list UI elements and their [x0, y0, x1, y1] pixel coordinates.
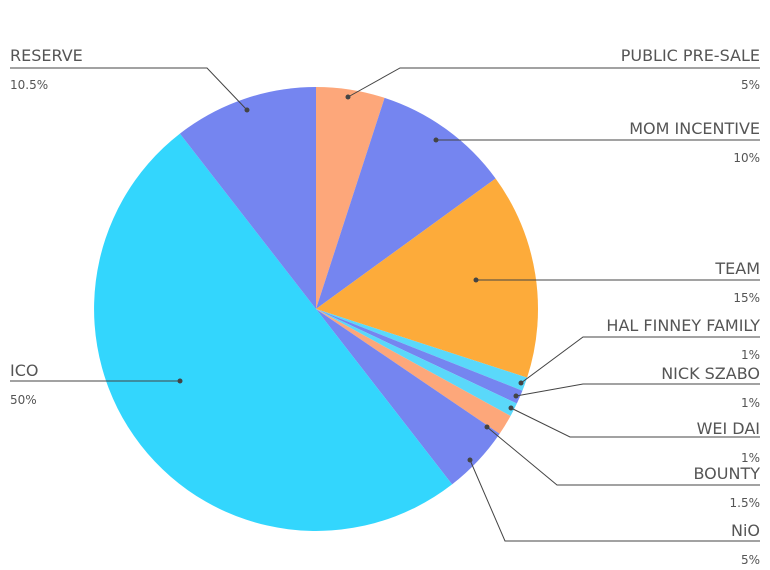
- leader-dot: [345, 94, 351, 100]
- leader-line: [347, 67, 760, 98]
- slice-value: 5%: [741, 553, 760, 567]
- slice-label: MOM INCENTIVE: [629, 119, 760, 138]
- leader-dot: [518, 380, 524, 386]
- slice-label: NICK SZABO: [661, 364, 760, 383]
- pie-slice: [316, 97, 496, 310]
- slice-value: 10%: [733, 151, 760, 165]
- pie-slice: [316, 309, 517, 416]
- pie-slice: [179, 87, 316, 309]
- slice-value: 50%: [10, 393, 37, 407]
- leader-dot: [513, 393, 519, 399]
- slice-label: HAL FINNEY FAMILY: [606, 316, 760, 335]
- slice-value: 1.5%: [730, 496, 761, 510]
- leader-line: [10, 67, 248, 111]
- leader-line: [510, 407, 760, 438]
- leader-dot: [433, 137, 439, 143]
- leader-dot: [244, 107, 250, 113]
- slice-value: 1%: [741, 348, 760, 362]
- leader-dot: [467, 457, 473, 463]
- pie-slice: [316, 309, 528, 391]
- leader-line: [486, 426, 760, 486]
- leader-dot: [473, 277, 479, 283]
- leader-dot: [508, 405, 514, 411]
- leader-line: [520, 336, 760, 384]
- slice-value: 1%: [741, 396, 760, 410]
- leader-dot: [484, 424, 490, 430]
- slice-value: 1%: [741, 451, 760, 465]
- pie-slice: [316, 178, 538, 378]
- slice-value: 5%: [741, 78, 760, 92]
- pie-slice: [94, 133, 453, 531]
- pie-slice: [316, 309, 511, 434]
- leader-dot: [177, 378, 183, 384]
- pie-slice: [316, 87, 385, 309]
- slice-label: BOUNTY: [693, 464, 760, 483]
- slice-value: 15%: [733, 291, 760, 305]
- slice-label: WEI DAI: [697, 419, 760, 438]
- slice-label: NiO: [731, 521, 760, 540]
- leader-line: [515, 383, 760, 397]
- leader-line: [469, 459, 760, 542]
- slice-label: PUBLIC PRE-SALE: [621, 46, 760, 65]
- pie-slice: [316, 309, 500, 485]
- slice-label: TEAM: [714, 259, 760, 278]
- slice-label: RESERVE: [10, 46, 83, 65]
- slice-value: 10.5%: [10, 78, 48, 92]
- pie-slice: [316, 309, 523, 404]
- slice-label: ICO: [10, 361, 38, 380]
